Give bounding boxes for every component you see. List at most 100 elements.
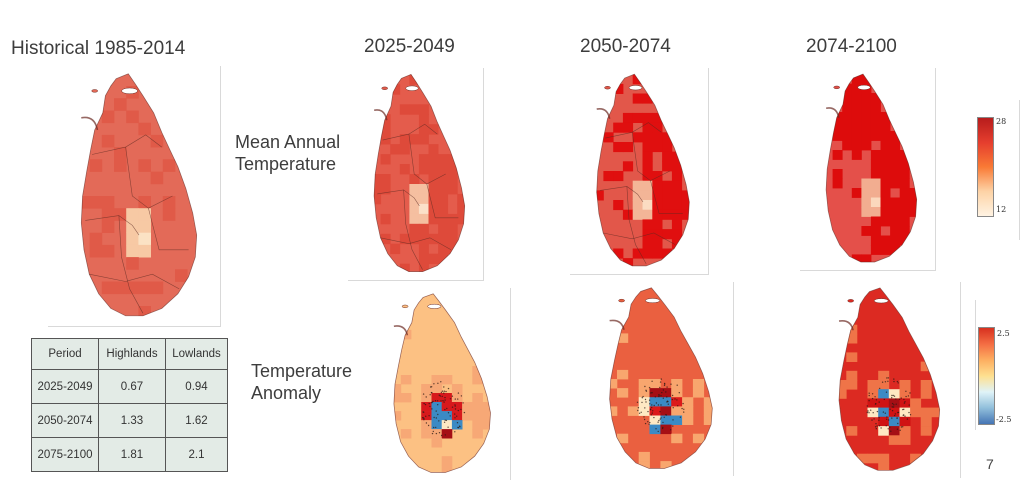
grid-cell: [890, 245, 901, 255]
grid-cell: [671, 161, 683, 172]
terrain-dot: [898, 398, 901, 401]
grid-cell: [613, 122, 624, 133]
terrain-dot: [875, 428, 877, 430]
grid-cell: [878, 462, 890, 471]
grid-cell: [642, 93, 653, 104]
grid-cell: [861, 121, 872, 132]
terrain-dot: [655, 402, 658, 404]
grid-cell: [832, 150, 843, 160]
grid-cell: [472, 393, 483, 403]
grid-cell: [910, 398, 922, 408]
table-cell-highlands: 1.81: [98, 437, 166, 472]
grid-cell: [374, 184, 382, 195]
grid-cell: [418, 233, 429, 245]
grid-cell: [638, 379, 650, 389]
grid-cell: [447, 164, 458, 175]
terrain-dot: [435, 432, 438, 435]
grid-cell: [861, 112, 872, 122]
grid-cell: [431, 384, 443, 394]
grid-cell: [856, 453, 868, 464]
grid-cell: [482, 411, 491, 421]
grid-cell: [846, 370, 858, 381]
grid-cell: [138, 306, 151, 316]
map-historical-mean-temperature: [48, 66, 221, 327]
grid-cell: [447, 213, 458, 225]
terrain-dot: [663, 416, 665, 418]
terrain-dot: [894, 413, 896, 415]
grid-cell: [441, 420, 453, 430]
grid-cell: [472, 375, 483, 385]
map-svg: [596, 73, 690, 267]
terrain-dot: [868, 394, 870, 397]
terrain-dot: [447, 426, 449, 428]
grid-cell: [662, 200, 673, 211]
terrain-dot: [663, 384, 666, 387]
terrain-dot: [893, 414, 896, 417]
terrain-dot: [428, 402, 430, 405]
grid-cell: [400, 393, 412, 403]
grid-cell: [374, 193, 382, 205]
grid-cell: [447, 154, 458, 165]
grid-cell: [126, 110, 139, 124]
grid-cell: [870, 93, 881, 103]
grid-cell: [671, 388, 683, 398]
grid-cell: [380, 154, 391, 165]
grid-cell: [880, 197, 891, 208]
grid-cell: [671, 433, 683, 444]
terrain-dot: [906, 418, 909, 420]
grid-cell: [671, 397, 683, 407]
grid-cell: [899, 380, 911, 390]
grid-cell: [126, 244, 139, 258]
grid-cell: [682, 397, 694, 407]
grid-cell: [899, 216, 910, 227]
grid-cell: [409, 184, 420, 195]
terrain-dot: [457, 427, 460, 429]
grid-cell: [642, 112, 653, 123]
grid-cell: [622, 112, 634, 123]
terrain-dot: [429, 405, 431, 408]
mannar-island: [825, 107, 840, 118]
terrain-dot: [665, 414, 668, 416]
terrain-dot: [435, 410, 437, 412]
grid-cell: [842, 112, 853, 122]
grid-cell: [441, 429, 453, 439]
terrain-dot: [662, 421, 664, 424]
grid-cell: [642, 122, 653, 133]
grid-cell: [421, 384, 432, 394]
grid-cell: [642, 190, 653, 201]
terrain-dot: [873, 418, 875, 420]
terrain-dot: [454, 404, 456, 406]
grid-cell: [409, 134, 420, 145]
grid-cell: [622, 209, 634, 220]
terrain-dot: [433, 383, 435, 385]
grid-cell: [101, 244, 115, 258]
grid-cell: [438, 184, 449, 195]
grid-cell: [126, 257, 139, 270]
grid-cell: [880, 207, 891, 217]
terrain-dot: [891, 397, 893, 399]
terrain-dot: [908, 411, 910, 414]
terrain-dot: [870, 409, 872, 411]
grid-cell: [660, 461, 672, 469]
map-grid: [81, 73, 197, 316]
mannar-island: [596, 107, 611, 119]
grid-cell: [482, 402, 491, 412]
grid-cell: [890, 197, 901, 208]
terrain-dot: [662, 389, 665, 391]
grid-cell: [400, 329, 412, 340]
terrain-dot: [443, 392, 445, 394]
terrain-dot: [636, 401, 639, 403]
province-border: [403, 189, 423, 270]
grid-cell: [89, 244, 103, 258]
terrain-dot: [882, 411, 885, 413]
grid-cell: [899, 178, 910, 189]
grid-cell: [418, 263, 429, 272]
grid-cell: [681, 200, 690, 211]
map-2050-2074-anomaly: [580, 282, 734, 476]
table-cell-lowlands: 0.94: [165, 369, 228, 404]
table-header-row: Period Highlands Lowlands: [31, 338, 228, 370]
terrain-dot: [644, 398, 647, 401]
map-2050-2074-mean-temperature: [570, 68, 709, 275]
grid-cell: [138, 244, 151, 258]
grid-cell: [870, 150, 881, 160]
